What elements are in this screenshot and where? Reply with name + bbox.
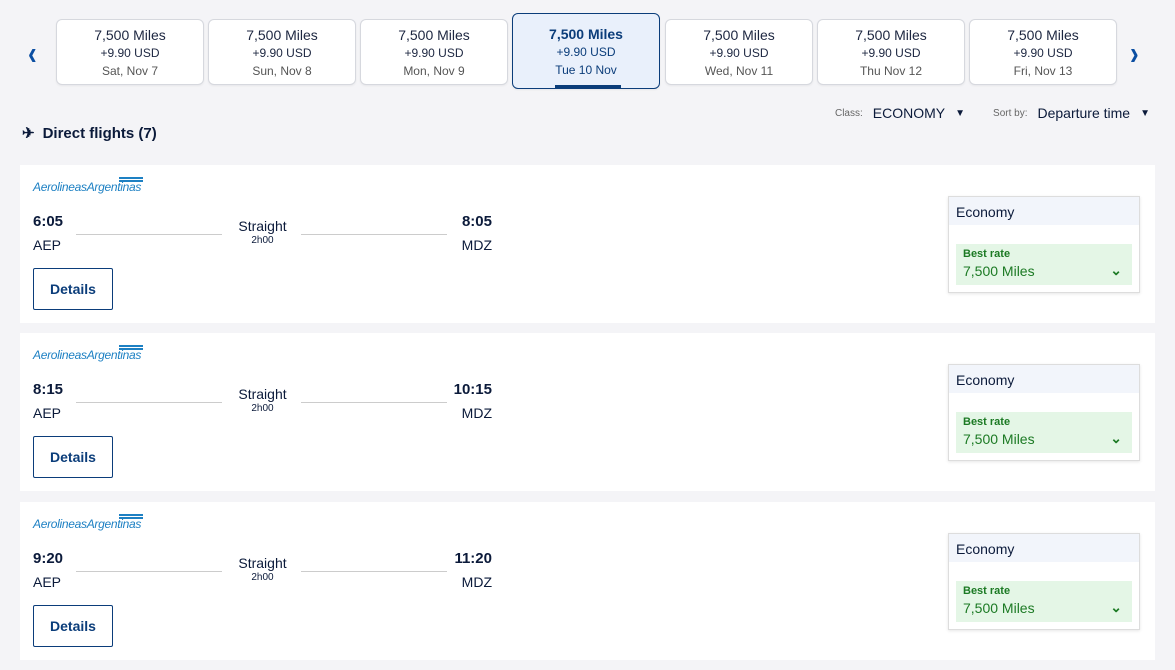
date-fee: +9.90 USD (404, 46, 464, 60)
details-button[interactable]: Details (33, 268, 113, 310)
date-fee: +9.90 USD (556, 45, 616, 59)
fare-box: Economy Best rate 7,500 Miles ⌄ (948, 196, 1140, 293)
date-miles: 7,500 Miles (398, 27, 470, 43)
heading-text: Direct flights (7) (42, 124, 157, 142)
best-rate-option[interactable]: Best rate 7,500 Miles ⌄ (956, 244, 1132, 285)
best-rate-price: 7,500 Miles (963, 600, 1035, 616)
route-line (301, 234, 447, 235)
date-miles: 7,500 Miles (246, 27, 318, 43)
sort-select[interactable]: Departure time (1037, 105, 1131, 121)
destination-code: MDZ (461, 237, 492, 253)
stops-info: Straight 2h00 (230, 555, 295, 583)
duration: 2h00 (251, 403, 274, 414)
selected-indicator (555, 85, 621, 88)
date-option[interactable]: 7,500 Miles +9.90 USD Mon, Nov 9 (360, 19, 508, 85)
sort-label: Sort by: (993, 107, 1028, 119)
best-rate-price: 7,500 Miles (963, 431, 1035, 447)
class-label: Class: (834, 107, 863, 119)
flight-type: Straight (238, 555, 287, 571)
date-option[interactable]: 7,500 Miles +9.90 USD Sun, Nov 8 (208, 19, 356, 85)
date-miles: 7,500 Miles (94, 27, 166, 43)
details-button[interactable]: Details (33, 605, 113, 647)
filters: Class: ECONOMY ▼ Sort by: Departure time… (835, 105, 1150, 121)
cabin-class: Economy (949, 534, 1139, 562)
date-label: Tue 10 Nov (555, 63, 617, 77)
class-select[interactable]: ECONOMY (872, 105, 946, 121)
route-line (76, 402, 222, 403)
date-label: Sun, Nov 8 (252, 64, 312, 78)
destination-code: MDZ (461, 574, 492, 590)
date-option[interactable]: 7,500 Miles +9.90 USD Thu Nov 12 (817, 19, 965, 85)
direct-flights-heading: ✈ Direct flights (7) (22, 124, 157, 143)
departure-time: 6:05 (33, 213, 64, 230)
route-line (301, 402, 447, 403)
caret-down-icon[interactable]: ▼ (955, 107, 966, 119)
stops-info: Straight 2h00 (230, 218, 295, 246)
departure-time: 9:20 (33, 550, 64, 567)
best-rate-option[interactable]: Best rate 7,500 Miles ⌄ (956, 581, 1132, 622)
prev-dates-arrow-icon[interactable]: ‹ (28, 33, 37, 73)
date-option[interactable]: 7,500 Miles +9.90 USD Tue 10 Nov (512, 13, 660, 89)
caret-down-icon[interactable]: ▼ (1140, 107, 1150, 119)
chevron-down-icon[interactable]: ⌄ (1110, 430, 1122, 446)
departure-time: 8:15 (33, 381, 64, 398)
stops-info: Straight 2h00 (230, 386, 295, 414)
next-dates-arrow-icon[interactable]: › (1130, 33, 1139, 73)
origin-code: AEP (33, 574, 62, 590)
duration: 2h00 (251, 235, 274, 246)
date-miles: 7,500 Miles (855, 27, 927, 43)
date-label: Mon, Nov 9 (403, 64, 465, 78)
chevron-down-icon[interactable]: ⌄ (1110, 599, 1122, 615)
best-rate-label: Best rate (963, 416, 1011, 428)
flight-card: AerolineasArgentinas 8:15 AEP Straight 2h… (20, 333, 1155, 491)
arrival-time: 8:05 (461, 213, 492, 230)
duration: 2h00 (251, 572, 274, 583)
date-miles: 7,500 Miles (549, 26, 623, 42)
route-line (76, 234, 222, 235)
route-line (301, 571, 447, 572)
airline-logo: AerolineasArgentinas (33, 514, 144, 531)
route-line (76, 571, 222, 572)
flight-type: Straight (238, 218, 287, 234)
date-label: Wed, Nov 11 (704, 64, 774, 78)
date-label: Thu Nov 12 (859, 64, 923, 78)
cabin-class: Economy (949, 365, 1139, 393)
date-label: Sat, Nov 7 (101, 64, 159, 78)
date-option[interactable]: 7,500 Miles +9.90 USD Sat, Nov 7 (56, 19, 204, 85)
best-rate-price: 7,500 Miles (963, 263, 1035, 279)
date-fee: +9.90 USD (1013, 46, 1073, 60)
flight-card: AerolineasArgentinas 9:20 AEP Straight 2h… (20, 502, 1155, 660)
chevron-down-icon[interactable]: ⌄ (1110, 262, 1122, 278)
origin-code: AEP (33, 237, 62, 253)
date-fee: +9.90 USD (252, 46, 312, 60)
arrival-time: 11:20 (454, 550, 492, 567)
date-option[interactable]: 7,500 Miles +9.90 USD Fri, Nov 13 (969, 19, 1117, 85)
fare-box: Economy Best rate 7,500 Miles ⌄ (948, 364, 1140, 461)
airline-logo: AerolineasArgentinas (33, 177, 144, 194)
date-label: Fri, Nov 13 (1013, 64, 1073, 78)
date-miles: 7,500 Miles (703, 27, 775, 43)
date-miles: 7,500 Miles (1007, 27, 1079, 43)
origin-code: AEP (33, 405, 62, 421)
best-rate-label: Best rate (963, 585, 1011, 597)
date-fee: +9.90 USD (861, 46, 921, 60)
airline-logo: AerolineasArgentinas (33, 345, 144, 362)
best-rate-label: Best rate (963, 248, 1011, 260)
best-rate-option[interactable]: Best rate 7,500 Miles ⌄ (956, 412, 1132, 453)
details-button[interactable]: Details (33, 436, 113, 478)
arrival-time: 10:15 (453, 381, 492, 398)
flight-card: AerolineasArgentinas 6:05 AEP Straight 2h… (20, 165, 1155, 323)
plane-icon: ✈ (22, 125, 35, 142)
date-fee: +9.90 USD (100, 46, 160, 60)
destination-code: MDZ (461, 405, 492, 421)
flight-type: Straight (238, 386, 287, 402)
date-fee: +9.90 USD (709, 46, 769, 60)
fare-box: Economy Best rate 7,500 Miles ⌄ (948, 533, 1140, 630)
cabin-class: Economy (949, 197, 1139, 225)
date-option[interactable]: 7,500 Miles +9.90 USD Wed, Nov 11 (665, 19, 813, 85)
